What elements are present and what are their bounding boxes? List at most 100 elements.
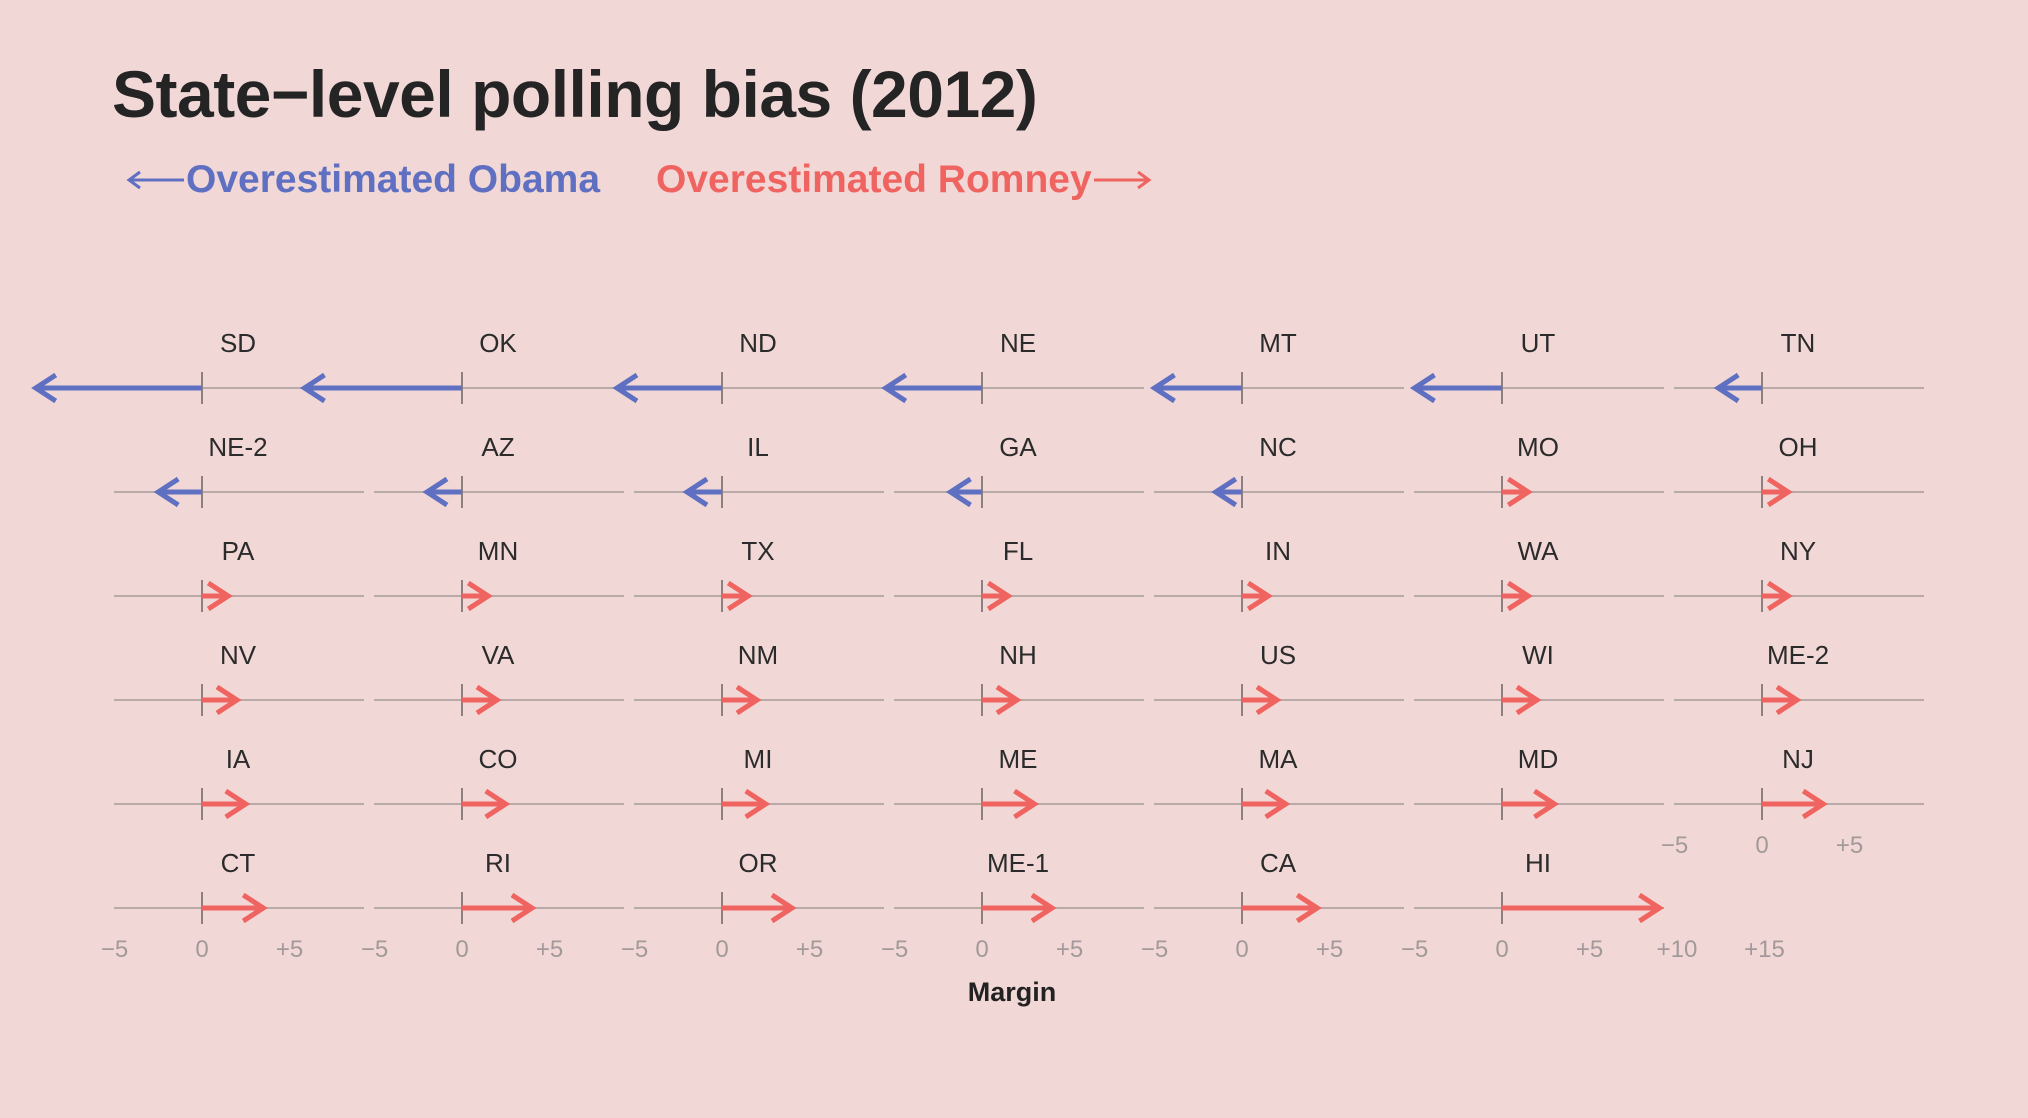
tick-label-col2-1: 0 [455,936,468,963]
arrow-head-ne [881,372,908,404]
arrow-head-md [1533,788,1560,820]
panel-label-ne-2: NE-2 [208,432,267,462]
arrow-head-il [682,476,709,508]
panel-label-hi: HI [1525,848,1551,878]
arrow-head-nd [612,372,639,404]
panel-label-tx: TX [741,536,774,566]
panel-label-fl: FL [1003,536,1033,566]
tick-label-col3-0: −5 [621,936,648,963]
tick-label-col4-2: +5 [1056,936,1083,963]
panel-label-nm: NM [738,640,778,670]
arrow-head-nc [1211,476,1238,508]
arrow-head-ga [945,476,972,508]
panel-label-ok: OK [479,328,517,358]
arrow-head-ny [1766,580,1793,612]
tick-label-col1-2: +5 [276,936,303,963]
tick-label-col4-1: 0 [975,936,988,963]
legend-overestimated-obama: Overestimated Obama [124,158,600,202]
arrow-head-pa [206,580,233,612]
panel-label-md: MD [1518,744,1558,774]
arrow-head-me-2 [1775,684,1802,716]
tick-label-col7-2: +5 [1836,832,1863,859]
panel-label-pa: PA [222,536,255,566]
tick-label-col1-0: −5 [101,936,128,963]
panel-label-ne: NE [1000,328,1036,358]
panel-label-mi: MI [744,744,773,774]
tick-label-col2-2: +5 [536,936,563,963]
arrow-head-va [475,684,502,716]
arrow-head-mt [1149,372,1176,404]
panel-label-nj: NJ [1782,744,1814,774]
panel-label-ut: UT [1521,328,1556,358]
arrow-head-ma [1264,788,1291,820]
panel-label-mt: MT [1259,328,1297,358]
tick-label-col3-2: +5 [796,936,823,963]
tick-label-col3-1: 0 [715,936,728,963]
arrow-head-wi [1515,684,1542,716]
arrow-head-az [422,476,449,508]
arrow-head-in [1246,580,1273,612]
chart-title: State−level polling bias (2012) [112,57,1038,131]
tick-label-col6-0: −5 [1401,936,1428,963]
panel-label-wi: WI [1522,640,1554,670]
right-arrow-icon [1093,170,1152,190]
panel-label-wa: WA [1518,536,1560,566]
tick-label-col7-1: 0 [1755,832,1768,859]
arrow-head-tn [1713,372,1740,404]
arrow-head-oh [1766,476,1793,508]
arrow-head-nh [995,684,1022,716]
arrow-head-fl [986,580,1013,612]
panel-label-nv: NV [220,640,257,670]
tick-label-col6-3: +10 [1657,936,1698,963]
tick-label-col7-0: −5 [1661,832,1688,859]
arrow-head-ut [1409,372,1436,404]
tick-label-col4-0: −5 [881,936,908,963]
arrow-head-us [1255,684,1282,716]
panel-label-nh: NH [999,640,1037,670]
tick-label-col5-1: 0 [1235,936,1248,963]
panel-label-in: IN [1265,536,1291,566]
panel-label-me-2: ME-2 [1767,640,1829,670]
panel-label-va: VA [482,640,515,670]
arrow-head-ok [299,372,326,404]
arrow-head-tx [726,580,753,612]
arrow-head-nm [735,684,762,716]
arrow-head-ne-2 [153,476,180,508]
tick-label-col6-2: +5 [1576,936,1603,963]
panel-label-ia: IA [226,744,251,774]
tick-label-col5-2: +5 [1316,936,1343,963]
panel-label-nc: NC [1259,432,1297,462]
panel-label-ny: NY [1780,536,1816,566]
x-axis-title: Margin [968,977,1057,1007]
arrow-head-mi [744,788,771,820]
arrow-head-ri [510,892,537,924]
arrow-head-wa [1506,580,1533,612]
tick-label-col6-1: 0 [1495,936,1508,963]
arrow-head-hi [1638,892,1665,924]
panel-label-sd: SD [220,328,256,358]
panel-label-ct: CT [221,848,256,878]
panel-label-ca: CA [1260,848,1297,878]
arrow-head-sd [31,372,58,404]
panel-label-tn: TN [1781,328,1816,358]
panel-label-mo: MO [1517,432,1559,462]
panel-label-ri: RI [485,848,511,878]
panel-label-oh: OH [1779,432,1818,462]
panel-label-us: US [1260,640,1296,670]
arrow-head-me-1 [1030,892,1057,924]
panel-label-mn: MN [478,536,518,566]
tick-label-col6-4: +15 [1744,936,1785,963]
legend-romney-label: Overestimated Romney [656,158,1092,201]
arrow-head-ca [1295,892,1322,924]
panel-label-me: ME [999,744,1038,774]
tick-label-col5-0: −5 [1141,936,1168,963]
panel-label-or: OR [739,848,778,878]
arrow-head-or [770,892,797,924]
arrow-head-co [484,788,511,820]
arrow-head-nv [215,684,242,716]
arrow-head-ct [241,892,268,924]
arrow-head-ia [224,788,251,820]
arrow-head-mn [466,580,493,612]
panel-label-ga: GA [999,432,1037,462]
